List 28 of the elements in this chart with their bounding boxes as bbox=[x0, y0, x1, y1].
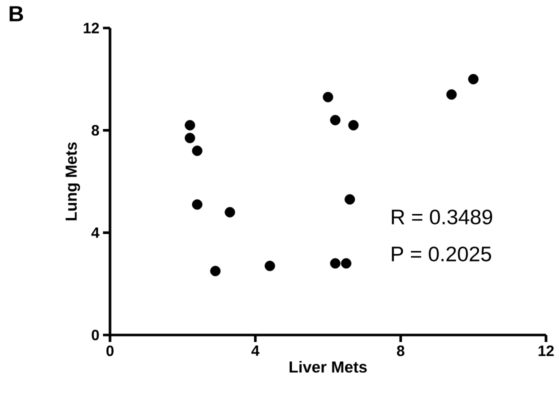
y-tick-label: 8 bbox=[92, 125, 100, 136]
annotation: R = 0.3489 bbox=[392, 210, 492, 224]
point bbox=[192, 146, 202, 156]
point bbox=[340, 258, 352, 269]
x-tick-label: 4 bbox=[251, 346, 260, 356]
point bbox=[264, 260, 276, 272]
point bbox=[330, 258, 340, 269]
point bbox=[184, 120, 196, 130]
x-tick-label: 8 bbox=[396, 346, 404, 356]
point bbox=[344, 194, 356, 205]
point bbox=[192, 199, 202, 210]
point bbox=[322, 92, 334, 102]
x-tick-label: 0 bbox=[106, 346, 114, 356]
y-tick-label: 4 bbox=[91, 228, 100, 238]
point bbox=[184, 132, 196, 144]
annotation: P = 0.2025 bbox=[392, 246, 492, 262]
point bbox=[224, 207, 236, 218]
point bbox=[348, 120, 359, 130]
point bbox=[446, 89, 457, 100]
point bbox=[210, 266, 221, 276]
text: B bbox=[10, 6, 24, 22]
x-tick-label: 12 bbox=[538, 346, 554, 356]
y-axis-title: Lung Mets bbox=[66, 142, 80, 220]
point bbox=[468, 74, 479, 84]
y-tick-label: 0 bbox=[92, 330, 99, 340]
point bbox=[330, 114, 340, 126]
x-axis-title: Liver Mets bbox=[290, 360, 367, 373]
y-tick-label: 12 bbox=[84, 22, 99, 34]
